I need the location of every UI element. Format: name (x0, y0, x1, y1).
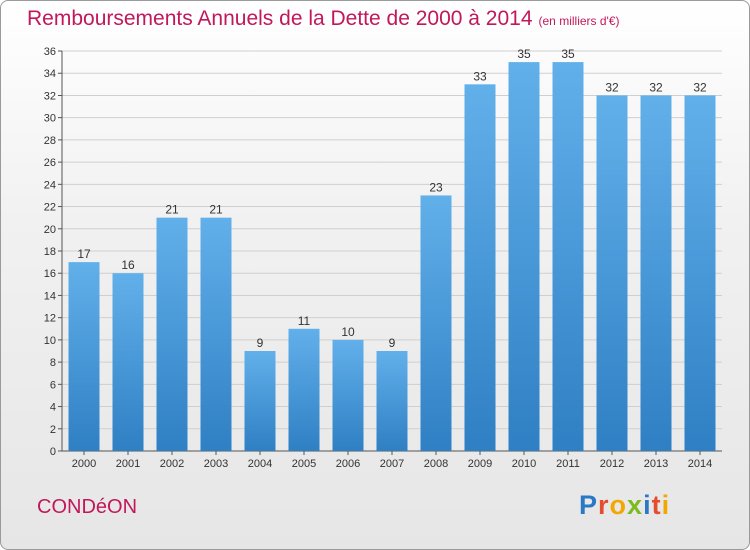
x-tick-label-2001: 2001 (116, 458, 140, 470)
y-tick-label: 28 (44, 135, 56, 147)
y-tick-label: 4 (50, 402, 56, 414)
bar-2007 (376, 351, 408, 451)
x-tick-label-2005: 2005 (292, 458, 316, 470)
chart-title-text: Remboursements Annuels de la Dette de 20… (27, 7, 533, 30)
y-tick-label: 8 (50, 357, 56, 369)
x-tick-label-2008: 2008 (424, 458, 448, 470)
y-tick-label: 24 (44, 179, 56, 191)
logo-letter-1: r (598, 490, 610, 520)
value-label-2010: 35 (517, 47, 531, 61)
logo-letter-4: i (643, 490, 652, 520)
y-tick-label: 26 (44, 157, 56, 169)
y-tick-label: 14 (44, 290, 56, 302)
logo-letter-5: t (651, 490, 662, 520)
value-label-2001: 16 (121, 258, 135, 272)
value-label-2000: 17 (77, 247, 91, 261)
x-tick-label-2004: 2004 (248, 458, 272, 470)
logo-letter-3: x (627, 490, 644, 520)
y-tick-label: 10 (44, 335, 56, 347)
value-label-2003: 21 (209, 203, 223, 217)
x-tick-label-2014: 2014 (688, 458, 712, 470)
x-tick-label-2012: 2012 (600, 458, 624, 470)
value-label-2014: 32 (693, 80, 707, 94)
x-tick-label-2000: 2000 (72, 458, 96, 470)
bar-2011 (552, 62, 584, 451)
bar-2013 (640, 95, 672, 451)
bar-2001 (112, 273, 144, 451)
x-tick-label-2006: 2006 (336, 458, 360, 470)
bar-2002 (156, 217, 188, 451)
x-tick-label-2011: 2011 (556, 458, 580, 470)
logo-letter-6: i (661, 490, 671, 520)
chart-subtitle: (en milliers d'€) (538, 14, 620, 28)
y-tick-label: 16 (44, 268, 56, 280)
y-tick-label: 18 (44, 246, 56, 258)
bar-2003 (200, 217, 232, 451)
y-tick-label: 6 (50, 379, 56, 391)
x-tick-label-2003: 2003 (204, 458, 228, 470)
y-tick-label: 0 (50, 446, 56, 458)
bar-2004 (244, 351, 276, 451)
y-tick-label: 30 (44, 113, 56, 125)
bar-2006 (332, 339, 364, 451)
value-label-2008: 23 (429, 180, 443, 194)
logo-letter-2: o (609, 490, 628, 520)
bar-2000 (68, 262, 100, 451)
value-label-2012: 32 (605, 80, 619, 94)
proxiti-logo: Proxiti (579, 490, 670, 521)
bar-2008 (420, 195, 452, 451)
y-tick-label: 36 (44, 46, 56, 58)
x-tick-label-2007: 2007 (380, 458, 404, 470)
value-label-2006: 10 (341, 325, 355, 339)
x-tick-label-2013: 2013 (644, 458, 668, 470)
value-label-2011: 35 (561, 47, 575, 61)
bar-2010 (508, 62, 540, 451)
commune-name: CONDéON (37, 496, 138, 518)
value-label-2005: 11 (298, 314, 311, 328)
value-label-2007: 9 (389, 336, 396, 350)
y-tick-label: 34 (44, 68, 56, 80)
y-tick-label: 12 (44, 313, 56, 325)
chart-title: Remboursements Annuels de la Dette de 20… (27, 7, 620, 31)
value-label-2004: 9 (257, 336, 264, 350)
bar-2012 (596, 95, 628, 451)
logo-letter-0: P (579, 490, 599, 520)
value-label-2013: 32 (649, 80, 663, 94)
y-tick-label: 32 (44, 90, 56, 102)
value-label-2002: 21 (165, 203, 179, 217)
bars (68, 62, 716, 451)
x-tick-label-2010: 2010 (512, 458, 536, 470)
labels: 0246810121416182022242628303234361720001… (44, 46, 712, 470)
x-tick-label-2002: 2002 (160, 458, 184, 470)
y-tick-label: 20 (44, 224, 56, 236)
bar-2005 (288, 328, 320, 451)
value-label-2009: 33 (473, 69, 487, 83)
x-tick-label-2009: 2009 (468, 458, 492, 470)
y-tick-label: 2 (50, 424, 56, 436)
bar-2009 (464, 84, 496, 451)
bar-2014 (684, 95, 716, 451)
y-tick-label: 22 (44, 202, 56, 214)
